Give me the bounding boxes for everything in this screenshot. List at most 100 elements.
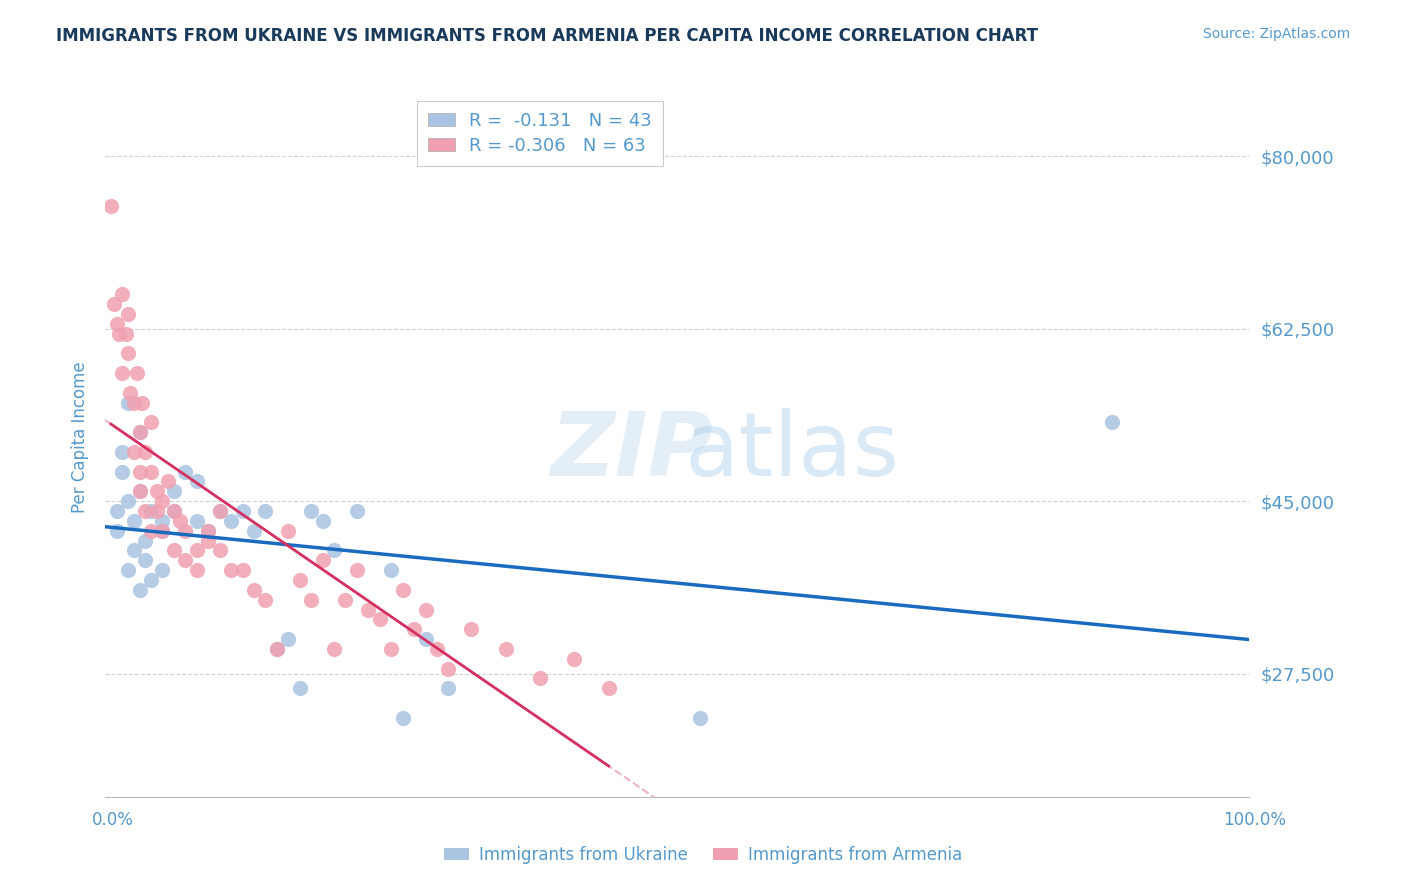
Point [111, 465, 134, 479]
Point [380, 641, 402, 656]
Point [117, 395, 139, 409]
Text: 100.0%: 100.0% [1223, 811, 1286, 829]
Text: IMMIGRANTS FROM UKRAINE VS IMMIGRANTS FROM ARMENIA PER CAPITA INCOME CORRELATION: IMMIGRANTS FROM UKRAINE VS IMMIGRANTS FR… [56, 27, 1038, 45]
Point [128, 484, 150, 499]
Point [460, 622, 482, 636]
Point [299, 504, 322, 518]
Point [152, 514, 174, 528]
Point [122, 445, 145, 459]
Point [163, 543, 186, 558]
Text: Source: ZipAtlas.com: Source: ZipAtlas.com [1202, 27, 1350, 41]
Point [357, 602, 380, 616]
Point [111, 287, 134, 301]
Point [152, 494, 174, 508]
Point [111, 366, 134, 380]
Point [266, 641, 288, 656]
Point [323, 543, 346, 558]
Point [134, 445, 156, 459]
Point [122, 395, 145, 409]
Point [117, 346, 139, 360]
Point [128, 425, 150, 439]
Text: ZIP: ZIP [550, 408, 713, 495]
Point [139, 504, 162, 518]
Point [197, 524, 219, 538]
Point [186, 563, 208, 577]
Point [145, 484, 167, 499]
Point [426, 641, 449, 656]
Point [323, 641, 346, 656]
Point [598, 681, 620, 696]
Point [529, 672, 551, 686]
Point [277, 524, 299, 538]
Point [105, 317, 128, 331]
Y-axis label: Per Capita Income: Per Capita Income [72, 361, 89, 513]
Point [243, 582, 266, 597]
Point [689, 711, 711, 725]
Point [122, 543, 145, 558]
Point [288, 573, 311, 587]
Point [122, 514, 145, 528]
Text: atlas: atlas [685, 408, 900, 495]
Point [311, 553, 333, 567]
Point [380, 563, 402, 577]
Point [163, 484, 186, 499]
Point [219, 514, 242, 528]
Point [254, 592, 277, 607]
Point [131, 395, 153, 409]
Point [134, 504, 156, 518]
Point [105, 504, 128, 518]
Legend: R =  -0.131   N = 43, R = -0.306   N = 63: R = -0.131 N = 43, R = -0.306 N = 63 [418, 101, 664, 166]
Point [186, 475, 208, 489]
Point [208, 543, 231, 558]
Point [117, 307, 139, 321]
Point [254, 504, 277, 518]
Point [174, 524, 197, 538]
Point [117, 494, 139, 508]
Point [152, 524, 174, 538]
Point [152, 524, 174, 538]
Point [114, 326, 136, 341]
Point [163, 504, 186, 518]
Point [404, 622, 426, 636]
Point [186, 514, 208, 528]
Point [243, 524, 266, 538]
Point [139, 415, 162, 429]
Point [415, 632, 437, 646]
Point [368, 612, 391, 626]
Point [174, 465, 197, 479]
Point [127, 366, 149, 380]
Point [139, 573, 162, 587]
Point [1101, 415, 1123, 429]
Text: 0.0%: 0.0% [91, 811, 134, 829]
Point [415, 602, 437, 616]
Point [562, 652, 585, 666]
Point [208, 504, 231, 518]
Point [134, 533, 156, 548]
Point [152, 563, 174, 577]
Point [197, 524, 219, 538]
Point [139, 524, 162, 538]
Point [437, 662, 460, 676]
Point [174, 553, 197, 567]
Point [169, 514, 191, 528]
Point [111, 445, 134, 459]
Point [311, 514, 333, 528]
Point [117, 563, 139, 577]
Point [134, 553, 156, 567]
Point [120, 385, 142, 400]
Point [391, 711, 413, 725]
Point [128, 465, 150, 479]
Point [105, 524, 128, 538]
Point [145, 504, 167, 518]
Point [108, 326, 131, 341]
Point [231, 563, 253, 577]
Point [391, 582, 413, 597]
Point [103, 297, 125, 311]
Point [128, 582, 150, 597]
Point [128, 425, 150, 439]
Point [197, 533, 219, 548]
Point [231, 504, 253, 518]
Point [100, 198, 122, 212]
Point [437, 681, 460, 696]
Legend: Immigrants from Ukraine, Immigrants from Armenia: Immigrants from Ukraine, Immigrants from… [437, 839, 969, 871]
